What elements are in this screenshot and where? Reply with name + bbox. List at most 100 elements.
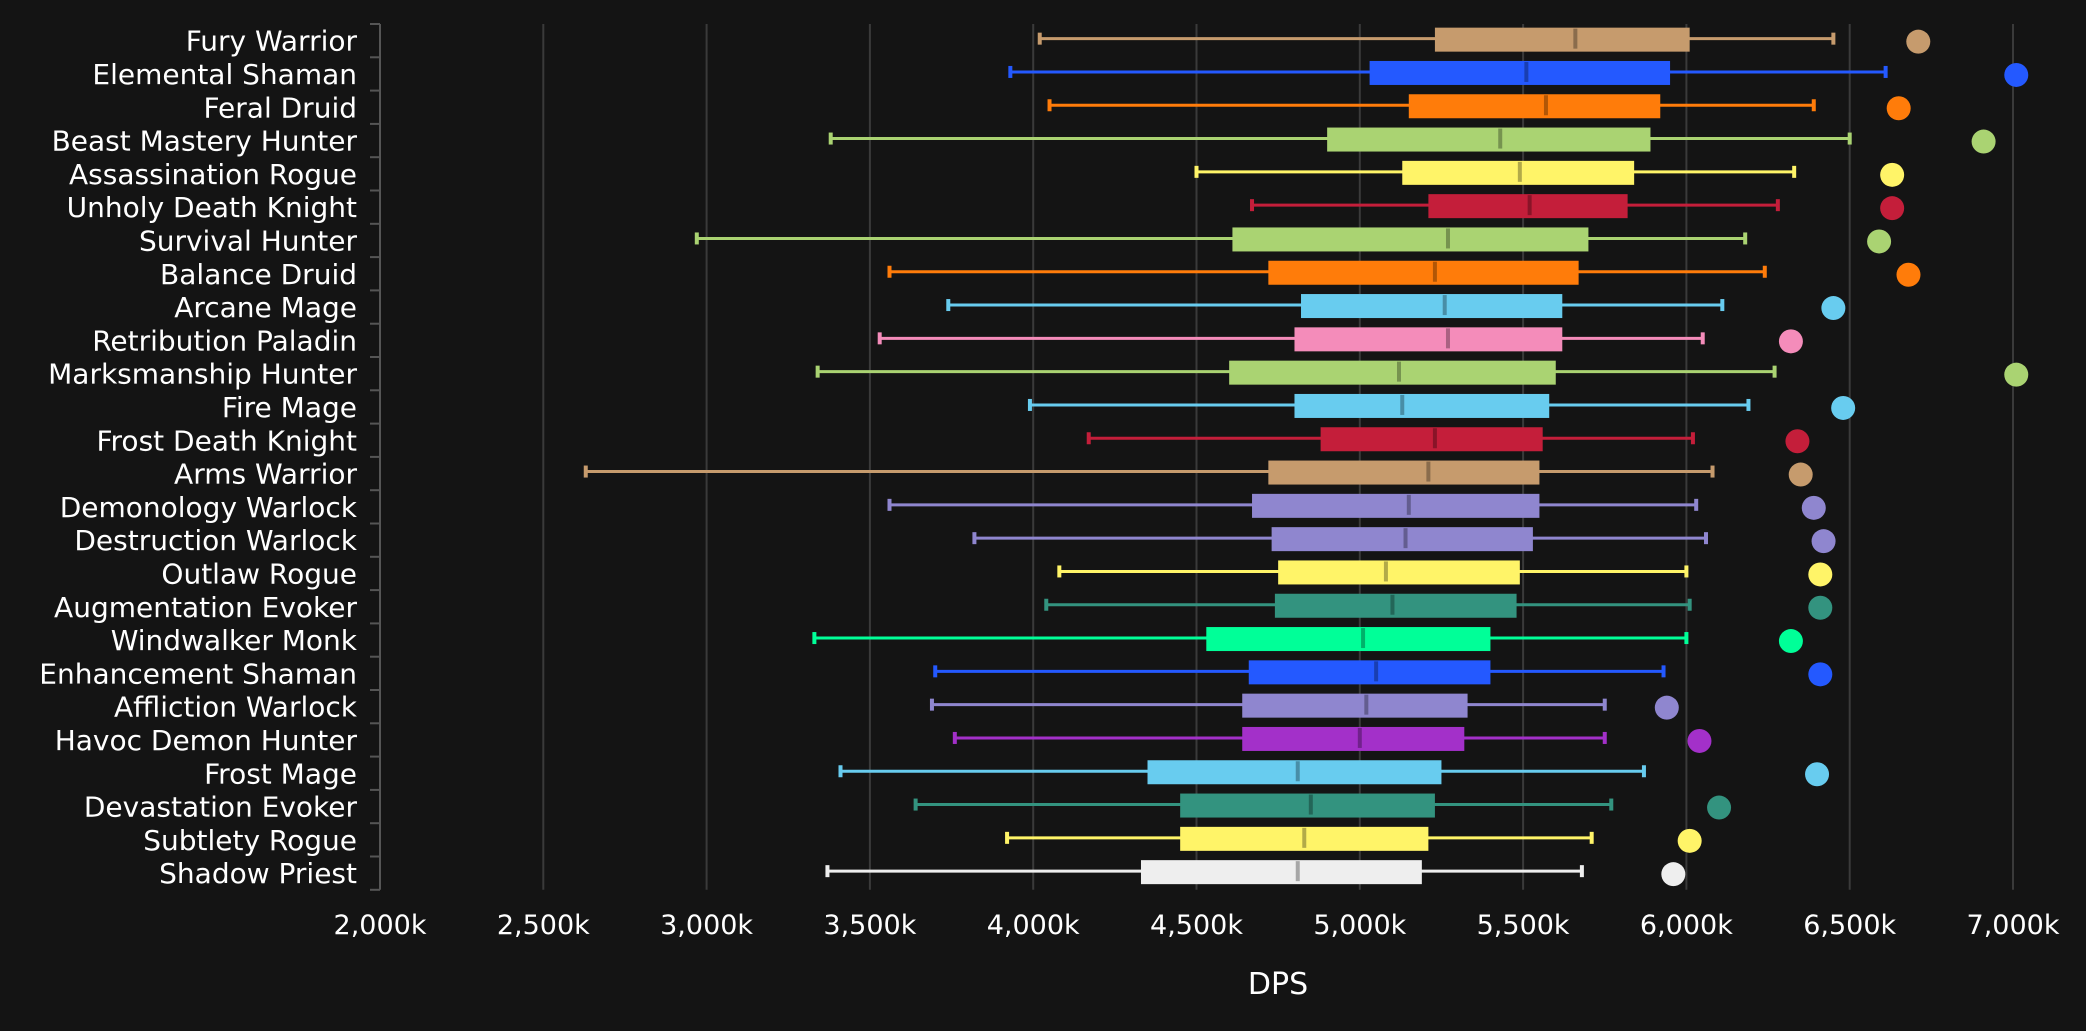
outlier-dot [1831,395,1856,420]
median-line [1295,861,1300,882]
outlier-dot [1801,495,1826,520]
median-line [1406,494,1411,515]
y-category-label: Survival Hunter [139,224,358,257]
box-assassination-rogue [1194,160,1905,187]
y-category-label: Beast Mastery Hunter [52,125,358,158]
box-arms-warrior [583,460,1813,487]
median-line [1498,128,1503,149]
x-tick-label: 4,000k [987,910,1080,941]
y-category-label: Arcane Mage [174,291,357,324]
x-tick-label: 2,000k [334,910,427,941]
median-line [1396,361,1401,382]
y-category-label: Retribution Paladin [92,324,357,357]
y-category-label: Fire Mage [222,391,357,424]
y-category-label: Enhancement Shaman [39,657,357,690]
y-category-label: Windwalker Monk [111,624,358,657]
outlier-dot [1788,462,1813,487]
median-line [1383,561,1388,582]
box-marks [583,27,2029,887]
outlier-dot [1880,162,1905,187]
outlier-dot [1880,196,1905,221]
outlier-dot [1808,595,1833,620]
outlier-dot [1785,429,1810,454]
median-line [1543,95,1548,116]
outlier-dot [1821,296,1846,321]
iqr-box [1434,27,1690,52]
iqr-box [1180,826,1429,851]
box-fury-warrior [1037,27,1931,54]
iqr-box [1320,427,1543,452]
box-beast-mastery-hunter [828,127,1996,154]
box-affliction-warlock [929,693,1679,720]
iqr-box [1248,660,1491,685]
outlier-dot [1808,662,1833,687]
iqr-box [1271,527,1533,552]
box-feral-druid [1047,94,1911,121]
iqr-box [1242,693,1468,718]
x-tick-label: 2,500k [497,910,590,941]
y-category-label: Balance Druid [160,258,357,291]
outlier-dot [1896,262,1921,287]
iqr-box [1268,260,1579,285]
y-category-label: Frost Mage [204,757,357,790]
median-line [1573,28,1578,49]
box-fire-mage [1027,393,1856,420]
iqr-box [1140,860,1422,885]
iqr-box [1327,127,1651,152]
iqr-box [1301,294,1563,319]
median-line [1445,228,1450,249]
x-tick-label: 6,000k [1640,910,1733,941]
median-line [1400,394,1405,415]
y-category-label: Unholy Death Knight [67,191,357,224]
y-category-label: Arms Warrior [174,458,357,491]
iqr-box [1278,560,1520,585]
box-unholy-death-knight [1250,194,1905,221]
iqr-box [1294,393,1550,418]
y-category-label: Elemental Shaman [92,58,357,91]
outlier-dot [2004,62,2029,87]
iqr-box [1180,793,1435,818]
median-line [1390,594,1395,615]
x-tick-label: 3,500k [823,910,916,941]
median-line [1432,428,1437,449]
x-tick-label: 5,000k [1313,910,1406,941]
median-line [1442,295,1447,316]
y-category-label: Shadow Priest [159,857,357,890]
outlier-dot [1886,96,1911,121]
box-destruction-warlock [972,527,1836,554]
x-axis: 2,000k 2,500k 3,000k 3,500k 4,000k 4,500k 5,00… [334,910,2060,941]
iqr-box [1206,627,1491,652]
box-survival-hunter [694,227,1892,254]
outlier-dot [1654,695,1679,720]
outlier-dot [1811,529,1836,554]
iqr-box [1147,760,1442,785]
iqr-box [1268,460,1540,485]
box-frost-mage [838,760,1830,787]
grid-lines [542,24,2014,890]
x-tick-label: 6,500k [1803,910,1896,941]
y-category-label: Destruction Warlock [74,524,357,557]
box-subtlety-rogue [1005,826,1702,853]
median-line [1517,161,1522,182]
median-line [1403,528,1408,549]
box-elemental-shaman [1008,60,2029,87]
y-category-label: Augmentation Evoker [54,591,357,624]
box-devastation-evoker [913,793,1732,820]
iqr-box [1229,360,1556,385]
iqr-box [1369,60,1671,85]
median-line [1524,61,1529,82]
median-line [1426,461,1431,482]
box-retribution-paladin [877,327,1803,354]
outlier-dot [1805,762,1830,787]
x-tick-label: 5,500k [1477,910,1570,941]
box-outlaw-rogue [1057,560,1833,587]
median-line [1527,195,1532,216]
y-category-label: Fury Warrior [186,25,358,58]
y-category-label: Affliction Warlock [114,691,358,724]
outlier-dot [1778,329,1803,354]
outlier-dot [1906,29,1931,54]
box-balance-druid [887,260,1921,287]
outlier-dot [1677,828,1702,853]
median-line [1432,261,1437,282]
